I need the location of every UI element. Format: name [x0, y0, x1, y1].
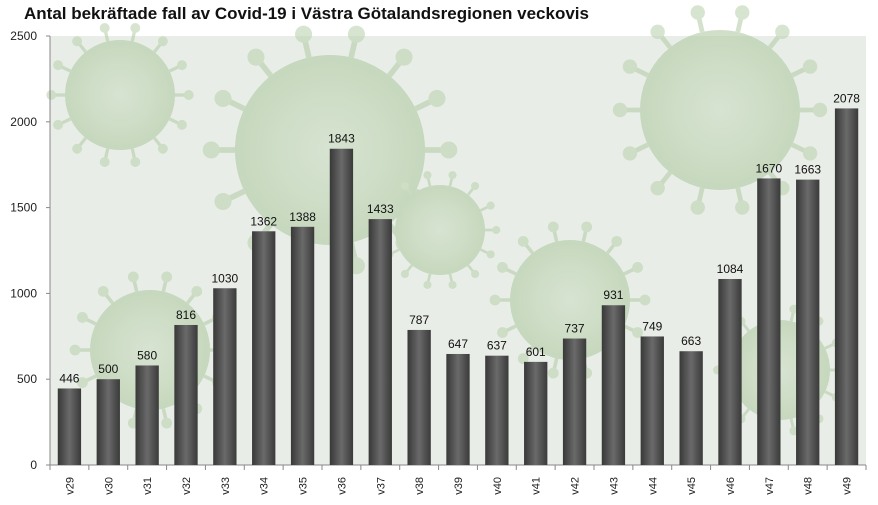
data-label-v30: 500	[98, 362, 118, 376]
y-tick-labels: 0 500 1000 1500 2000 2500	[10, 29, 37, 472]
data-label-v40: 637	[487, 339, 507, 353]
chart-title: Antal bekräftade fall av Covid-19 i Väst…	[24, 4, 589, 23]
x-tick-label-v36: v36	[336, 477, 348, 495]
bar-v49	[834, 108, 859, 466]
x-tick-label-v47: v47	[764, 477, 776, 495]
x-tick-label-v33: v33	[220, 477, 232, 495]
x-tick-label-v46: v46	[725, 477, 737, 495]
data-labels: 446 500 580 816 1030 1362 1388 1843 1433 787 647 63…	[59, 91, 860, 385]
data-label-v35: 1388	[289, 210, 316, 224]
y-tick-label: 1500	[10, 201, 37, 215]
data-label-v42: 737	[565, 322, 585, 336]
x-tick-labels: v29 v30 v31 v32 v33 v34 v35 v36 v37 v38 v39 v40 v41 v…	[64, 477, 853, 495]
data-label-v49: 2078	[833, 91, 860, 105]
bar-v32	[174, 324, 198, 465]
data-label-v47: 1670	[756, 161, 783, 175]
x-tick-label-v32: v32	[181, 477, 193, 495]
data-label-v36: 1843	[328, 132, 355, 146]
data-label-v37: 1433	[367, 202, 394, 216]
bars	[57, 108, 859, 466]
y-tick-label: 2500	[10, 29, 37, 43]
y-tick-label: 2000	[10, 115, 37, 129]
x-tick-label-v38: v38	[414, 477, 426, 495]
bar-v35	[290, 226, 315, 465]
y-tick-label: 500	[17, 372, 37, 386]
bar-v34	[252, 231, 276, 465]
bar-v39	[446, 353, 470, 465]
bar-v47	[757, 178, 781, 466]
x-tick-label-v37: v37	[375, 477, 387, 495]
bar-v36	[329, 148, 354, 465]
data-label-v43: 931	[603, 288, 623, 302]
bar-v38	[407, 329, 431, 465]
x-tick-label-v40: v40	[492, 477, 504, 495]
x-tick-label-v35: v35	[298, 477, 310, 495]
data-label-v33: 1030	[212, 271, 239, 285]
x-tick-label-v29: v29	[64, 477, 76, 495]
bar-v37	[368, 219, 392, 465]
bar-v40	[485, 355, 509, 465]
x-tick-label-v42: v42	[570, 477, 582, 495]
x-tick-label-v44: v44	[647, 477, 659, 495]
data-label-v38: 787	[409, 313, 429, 327]
x-tick-label-v43: v43	[608, 477, 620, 495]
bar-v45	[679, 351, 703, 465]
data-label-v46: 1084	[717, 262, 744, 276]
data-label-v41: 601	[526, 345, 546, 359]
data-label-v34: 1362	[250, 214, 277, 228]
bar-v42	[562, 338, 587, 465]
bar-v48	[796, 179, 820, 465]
y-tick-label: 1000	[10, 286, 37, 300]
x-tick-label-v48: v48	[803, 477, 815, 495]
bar-v33	[213, 288, 237, 465]
data-label-v48: 1663	[794, 163, 821, 177]
data-label-v31: 580	[137, 348, 157, 362]
data-label-v29: 446	[59, 371, 79, 385]
bar-v44	[640, 336, 664, 465]
x-tick-label-v45: v45	[686, 477, 698, 495]
bar-v30	[96, 379, 120, 465]
bar-v43	[601, 305, 626, 465]
data-label-v45: 663	[681, 334, 701, 348]
x-tick-label-v49: v49	[842, 477, 854, 495]
bar-v46	[718, 278, 742, 465]
bar-v41	[524, 361, 548, 465]
x-tick-label-v31: v31	[142, 477, 154, 495]
y-tick-label: 0	[30, 458, 37, 472]
bar-v31	[135, 365, 159, 465]
data-label-v32: 816	[176, 308, 196, 322]
x-tick-label-v30: v30	[103, 477, 115, 495]
data-label-v39: 647	[448, 337, 468, 351]
x-tick-label-v41: v41	[531, 477, 543, 495]
x-tick-label-v39: v39	[453, 477, 465, 495]
data-label-v44: 749	[642, 319, 662, 333]
x-tick-label-v34: v34	[259, 477, 271, 495]
bar-v29	[57, 388, 82, 465]
